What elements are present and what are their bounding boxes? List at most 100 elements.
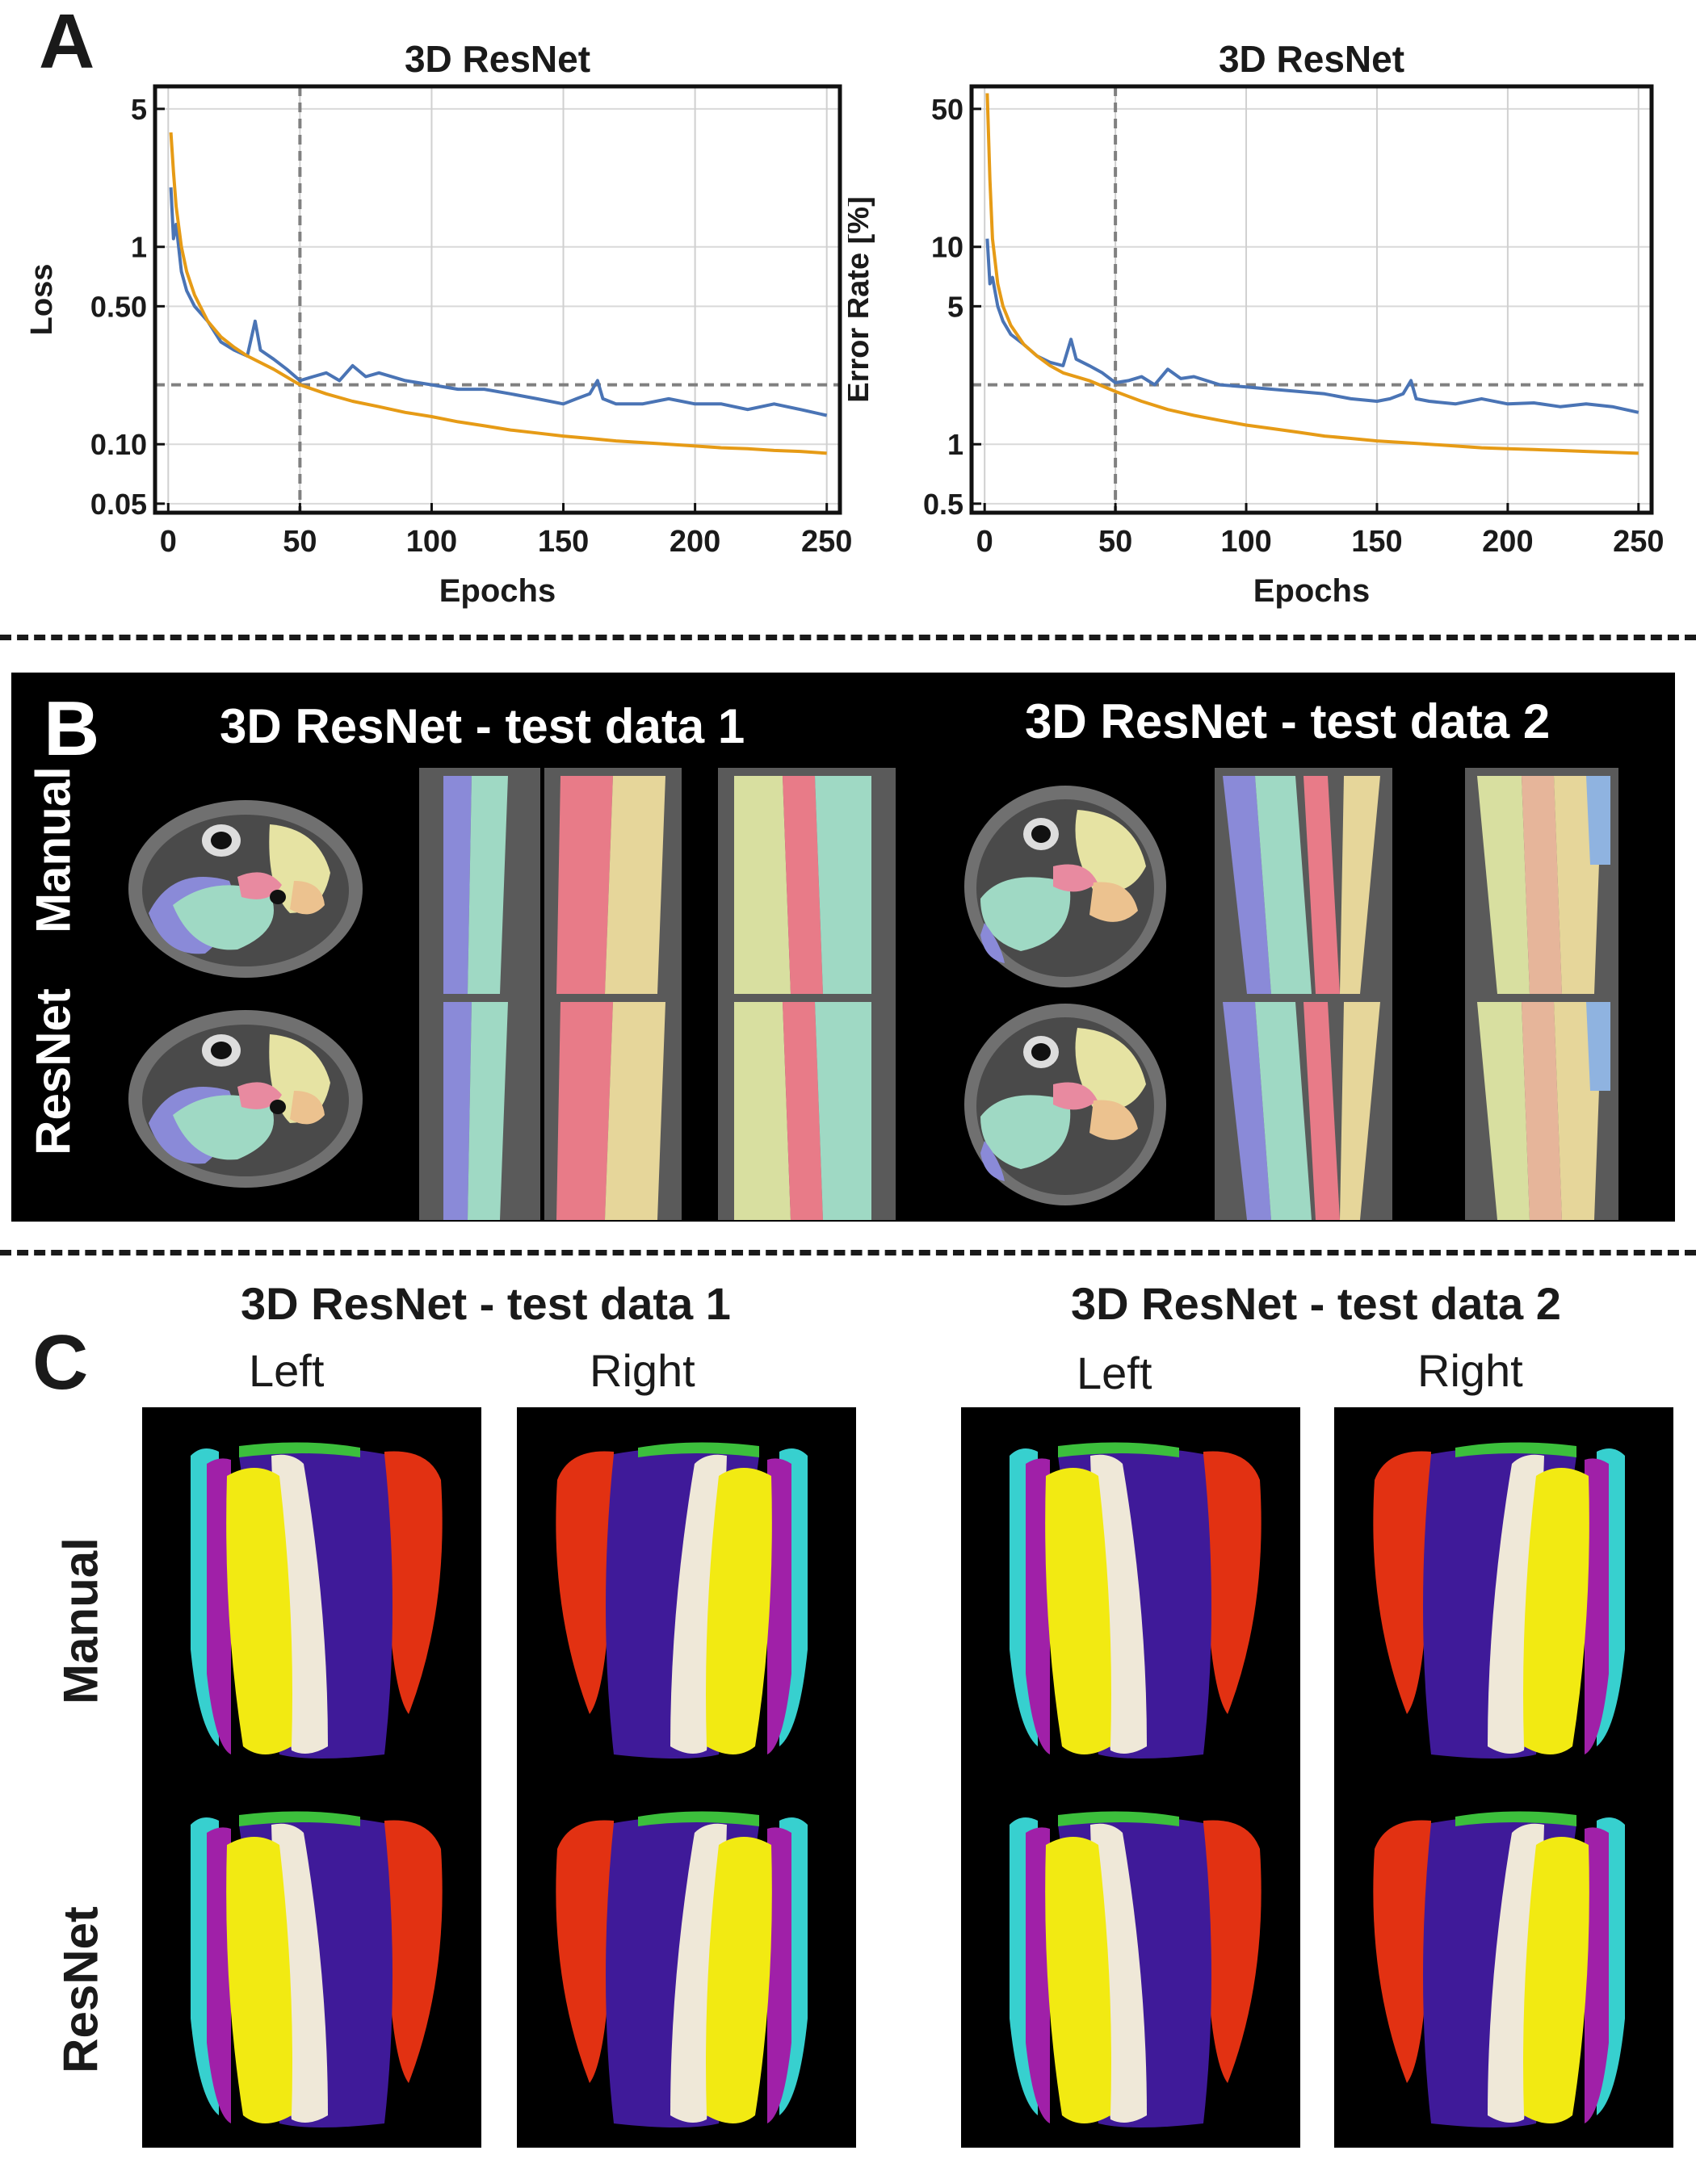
muscle-render-svg — [1373, 1442, 1625, 1759]
muscle-red — [384, 1451, 443, 1714]
muscle-red — [384, 1820, 443, 2083]
mri-coronal-slice — [544, 768, 682, 994]
mri-axial-slice — [128, 800, 363, 978]
muscle-group — [191, 1442, 443, 1759]
muscle-render-3d — [961, 1407, 1300, 1779]
plot-frame — [153, 84, 842, 515]
plot-frame — [969, 84, 1654, 515]
separator-b-c — [0, 1250, 1696, 1255]
mri-coronal-slice — [1215, 994, 1392, 1220]
muscle-group — [1373, 1811, 1625, 2127]
x-tick-label: 100 — [406, 525, 457, 559]
x-axis-label: Epochs — [439, 573, 556, 609]
mri-sagittal-slice — [718, 768, 896, 994]
muscle-green — [1058, 1442, 1179, 1457]
y-tick-label: 1 — [131, 231, 147, 264]
muscle-render-3d — [1334, 1776, 1673, 2148]
panel-b-heading-test1: 3D ResNet - test data 1 — [220, 699, 745, 753]
muscle-magenta — [1585, 1458, 1609, 1754]
muscle-magenta — [207, 1827, 231, 2123]
muscle-red — [1203, 1451, 1262, 1714]
panel-a-letter: A — [39, 0, 95, 85]
mri-coronal-slice — [419, 768, 540, 994]
y-tick-label: 10 — [931, 231, 963, 264]
view-label-left: Left — [1077, 1348, 1152, 1398]
muscle-render-svg — [191, 1811, 443, 2127]
loss-chart: 0 50 100 150 200 250 0.05 0.10 0.50 1 5 3D ResNet Ep… — [25, 38, 852, 609]
x-tick-label: 100 — [1220, 525, 1271, 559]
muscle-yellow — [1523, 1837, 1589, 2123]
muscle-render-svg — [556, 1811, 808, 2127]
panel-c-heading-test2: 3D ResNet - test data 2 — [1071, 1278, 1561, 1329]
muscle-render-3d — [142, 1776, 481, 2148]
panel-c-row-resnet: ResNet — [53, 1906, 108, 2073]
muscle-group — [1010, 1442, 1262, 1759]
muscle-green — [1455, 1811, 1576, 1826]
panel-b-letter: B — [44, 685, 100, 772]
muscle-magenta — [767, 1458, 791, 1754]
muscle-yellow — [226, 1837, 292, 2123]
x-tick-label: 150 — [538, 525, 589, 559]
panel-c-row-manual: Manual — [53, 1537, 108, 1704]
muscle-group — [1010, 1811, 1262, 2127]
chart-title: 3D ResNet — [405, 38, 590, 80]
series-training-line — [169, 132, 827, 455]
mri-sagittal-slice — [1465, 768, 1618, 994]
muscle-green — [239, 1442, 360, 1457]
x-tick-label: 50 — [283, 525, 317, 559]
muscle-green — [239, 1811, 360, 1826]
muscle-render-svg — [1010, 1811, 1262, 2127]
x-tick-label: 0 — [160, 525, 177, 559]
muscle-red — [1373, 1820, 1431, 2083]
mri-axial-slice — [128, 1010, 363, 1188]
x-tick-label: 250 — [801, 525, 852, 559]
x-tick-label: 200 — [670, 525, 720, 559]
muscle-render-3d — [961, 1776, 1300, 2148]
y-tick-label: 5 — [131, 93, 147, 126]
muscle-group — [191, 1811, 443, 2127]
mri-sagittal-slice — [718, 994, 896, 1220]
muscle-green — [1455, 1442, 1576, 1457]
view-label-right: Right — [590, 1345, 695, 1396]
muscle-render-svg — [1373, 1811, 1625, 2127]
muscle-render-svg — [191, 1442, 443, 1759]
muscle-group — [556, 1811, 808, 2127]
muscle-yellow — [1523, 1468, 1589, 1754]
panel-c-heading-test1: 3D ResNet - test data 1 — [241, 1278, 731, 1329]
view-label-right: Right — [1417, 1345, 1523, 1396]
series-training-line — [985, 93, 1639, 455]
y-tick-label: 0.10 — [90, 428, 147, 461]
mri-axial-slice — [964, 1004, 1166, 1205]
muscle-red — [556, 1451, 614, 1714]
muscle-magenta — [1585, 1827, 1609, 2123]
muscle-magenta — [767, 1827, 791, 2123]
muscle-yellow — [706, 1468, 772, 1754]
x-tick-label: 200 — [1482, 525, 1533, 559]
x-tick-label: 250 — [1613, 525, 1664, 559]
x-tick-label: 0 — [976, 525, 993, 559]
mri-sagittal-slice — [1465, 994, 1618, 1220]
y-axis-label: Error Rate [%] — [848, 196, 875, 403]
muscle-yellow — [1045, 1468, 1111, 1754]
panel-b-row-resnet: ResNet — [26, 988, 81, 1155]
muscle-red — [1373, 1451, 1431, 1714]
muscle-yellow — [706, 1837, 772, 2123]
x-tick-label: 50 — [1098, 525, 1132, 559]
separator-a-b — [0, 635, 1696, 640]
muscle-green — [638, 1442, 759, 1457]
y-axis-label: Loss — [25, 264, 59, 336]
muscle-red — [556, 1820, 614, 2083]
muscle-yellow — [1045, 1837, 1111, 2123]
muscle-render-3d — [1334, 1407, 1673, 1779]
panel-b-heading-test2: 3D ResNet - test data 2 — [1025, 694, 1551, 748]
muscle-render-3d — [517, 1776, 856, 2148]
muscle-group — [1373, 1442, 1625, 1759]
muscle-magenta — [1026, 1458, 1050, 1754]
y-tick-label: 1 — [947, 428, 963, 461]
y-tick-label: 5 — [947, 290, 963, 323]
muscle-render-3d — [142, 1407, 481, 1779]
muscle-render-3d — [517, 1407, 856, 1779]
x-tick-label: 150 — [1351, 525, 1402, 559]
y-tick-label: 0.05 — [90, 488, 147, 521]
muscle-green — [1058, 1811, 1179, 1826]
